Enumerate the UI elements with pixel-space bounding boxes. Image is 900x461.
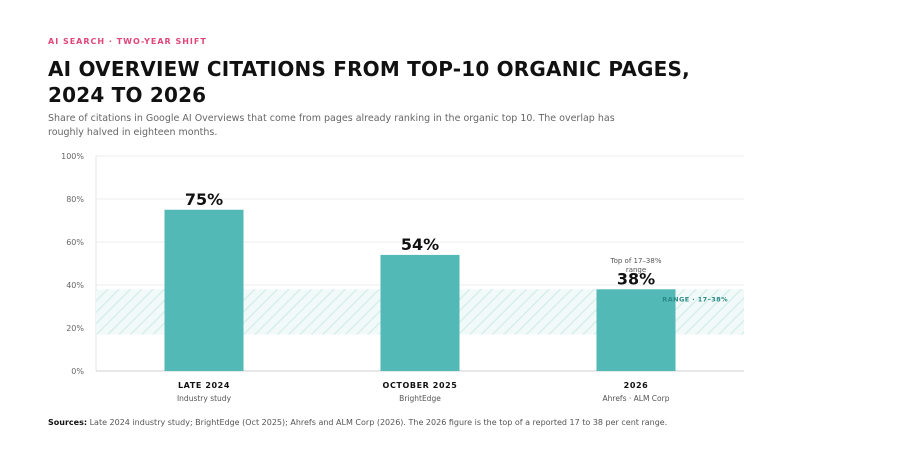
x-tick-label-2: 2026: [624, 381, 649, 390]
bar-2: [596, 289, 676, 371]
data-label-1: 54%: [401, 235, 439, 254]
annotation-line-2: range: [626, 266, 646, 274]
sources-label: Sources:: [48, 418, 88, 427]
y-tick-label-60: 60%: [66, 238, 84, 247]
x-tick-label-1: OCTOBER 2025: [383, 381, 458, 390]
data-label-0: 75%: [185, 190, 223, 209]
kicker: AI SEARCH · TWO-YEAR SHIFT: [48, 37, 207, 46]
bar-0: [164, 209, 244, 371]
x-tick-label-0: LATE 2024: [178, 381, 230, 390]
chart-subtitle: Share of citations in Google AI Overview…: [48, 113, 615, 138]
sources-text: Late 2024 industry study; BrightEdge (Oc…: [89, 418, 668, 427]
y-tick-label-40: 40%: [66, 281, 84, 290]
category-source-0: Industry study: [177, 394, 232, 403]
y-tick-label-20: 20%: [66, 324, 84, 333]
range-band-label: RANGE · 17–38%: [662, 295, 728, 303]
annotation-line-1: Top of 17–38%: [610, 257, 662, 265]
sources-note: Sources: Late 2024 industry study; Brigh…: [48, 418, 667, 427]
y-tick-label-80: 80%: [66, 195, 84, 204]
bars: [164, 209, 676, 371]
category-source-1: BrightEdge: [399, 394, 441, 403]
y-tick-label-100: 100%: [61, 152, 84, 161]
category-source-2: Ahrefs · ALM Corp: [603, 394, 670, 403]
labels: 0% 20% 40% 60% 80% 100% 75% LATE 2024 Industry s…: [61, 152, 728, 403]
annotation-2026: Top of 17–38% range: [610, 257, 662, 274]
y-tick-label-0: 0%: [71, 367, 84, 376]
chart-title: AI Overview citations from top-10 organi…: [48, 57, 690, 107]
bar-1: [380, 254, 460, 371]
data-label-2: 38%: [617, 269, 655, 288]
